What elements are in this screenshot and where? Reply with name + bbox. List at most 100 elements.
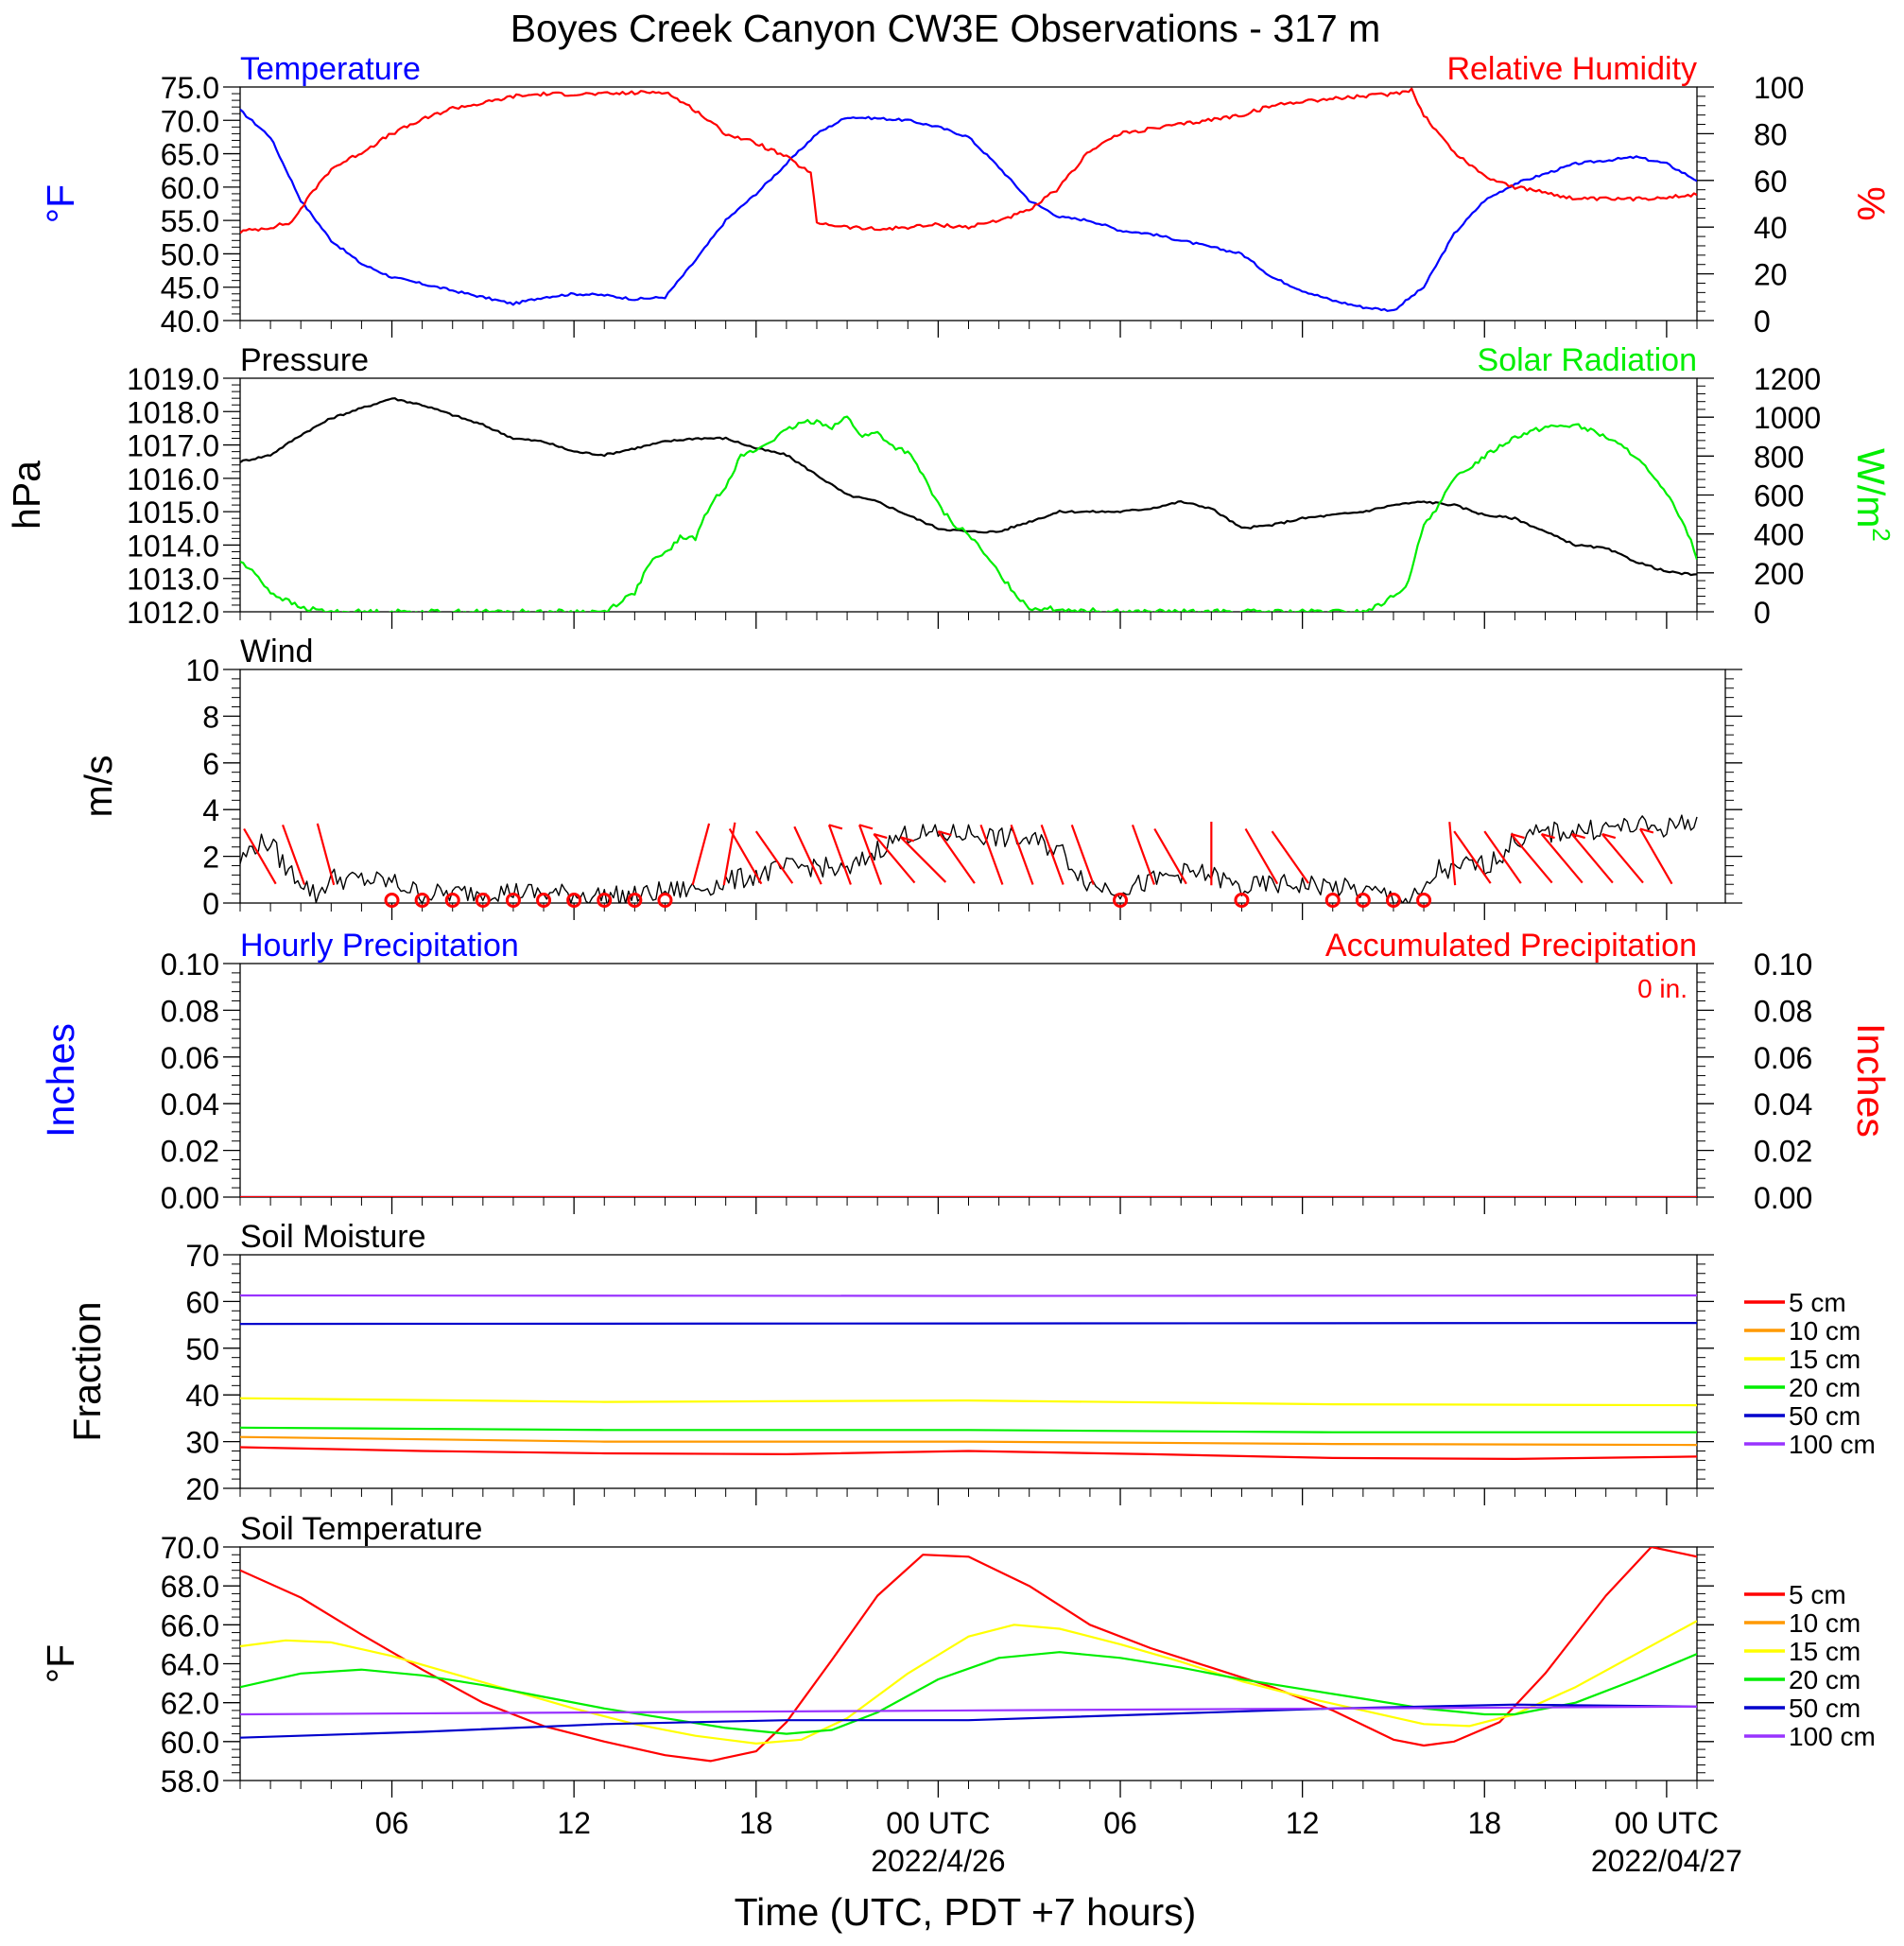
series-line-50-cm [240, 1322, 1697, 1326]
panel-title-left: Soil Temperature [240, 1511, 482, 1547]
series-line-20-cm [240, 1651, 1697, 1735]
wind-calm-marker [566, 893, 582, 908]
chart-title: Boyes Creek Canyon CW3E Observations - 3… [511, 7, 1381, 50]
y-tick-label: 62.0 [161, 1687, 219, 1721]
y-tick-label: 6 [202, 747, 219, 781]
panel-soil_moisture: 20 30 40 50 60 70 Soil Moisture Fraction 5 cm10 … [65, 1219, 1876, 1506]
wind-barb [754, 830, 794, 884]
y-axis-label-right: W/m2 [1849, 448, 1895, 542]
y-tick-label-right: 1200 [1754, 362, 1821, 396]
wind-barb [1131, 825, 1155, 885]
series-line-20-cm [240, 1426, 1697, 1433]
wind-barb [1244, 827, 1279, 885]
wind-calm-marker [627, 893, 643, 908]
panel-frame [239, 669, 1726, 904]
y-axis-label-left: °F [39, 1644, 82, 1683]
y-tick-label: 1019.0 [127, 362, 219, 396]
panel-frame [239, 377, 1698, 613]
x-tick-label: 18 [739, 1806, 773, 1840]
panel-title-left: Hourly Precipitation [240, 928, 519, 964]
series-group [240, 1547, 1697, 1763]
legend-label: 15 cm [1789, 1637, 1861, 1666]
wind-calm-marker [1385, 893, 1401, 908]
y-tick-label: 1016.0 [127, 462, 219, 496]
y-tick-label: 2 [202, 841, 219, 875]
panel-title-right: Solar Radiation [1478, 342, 1697, 378]
y-tick-label: 10 [185, 653, 219, 687]
panel-frame [239, 1254, 1698, 1489]
accumulation-annotation: 0 in. [1637, 974, 1688, 1003]
y-tick-label-right: 0.06 [1754, 1041, 1812, 1075]
y-tick-label: 55.0 [161, 204, 219, 238]
y-tick-label-right: 20 [1754, 258, 1788, 292]
wind-barb [937, 830, 976, 884]
wind-barb-feather [858, 824, 874, 830]
y-tick-label: 1015.0 [127, 495, 219, 530]
y-axis-label-superscript: 2 [1867, 528, 1895, 541]
y-tick-label: 64.0 [161, 1648, 219, 1682]
wind-calm-marker [1416, 893, 1432, 908]
panel-wind: 0 2 4 6 8 10 Wind m/s [77, 634, 1742, 921]
wind-barb [793, 825, 822, 885]
x-tick-label: 12 [1286, 1806, 1320, 1840]
series-line-50-cm [240, 1703, 1697, 1739]
wind-barb [1153, 827, 1187, 885]
y-tick-label: 1018.0 [127, 395, 219, 429]
y-tick-label: 65.0 [161, 138, 219, 172]
legend-label: 10 cm [1789, 1316, 1861, 1346]
wind-barb [827, 825, 852, 885]
legend-label: 50 cm [1789, 1694, 1861, 1723]
wind-calm-marker [414, 893, 430, 908]
wind-calm-marker [597, 893, 613, 908]
wind-barb-feather [1541, 833, 1555, 840]
wind-barb [858, 825, 883, 885]
panel-temp_rh: 40.045.050.055.060.065.070.075.0 0 20 40 60 8… [39, 51, 1893, 339]
x-tick-label: 06 [375, 1806, 409, 1840]
panel-title-right: Accumulated Precipitation [1325, 928, 1697, 964]
y-tick-label: 1014.0 [127, 529, 219, 563]
panel-soil_temp: 58.0 60.0 62.0 64.0 66.0 68.0 70.0 Soil Tempera… [39, 1511, 1876, 1878]
y-axis-label-left: hPa [5, 460, 48, 530]
wind-calm-marker [475, 893, 491, 908]
wind-calm-marker [657, 893, 673, 908]
wind-barb [1638, 827, 1673, 885]
y-tick-label-right: 800 [1754, 440, 1804, 474]
wind-barb-feather [1601, 833, 1617, 840]
wind-barb-feather [1571, 833, 1585, 840]
wind-barb [1570, 833, 1614, 884]
legend-label: 100 cm [1789, 1722, 1876, 1751]
y-axis-label-left: m/s [77, 755, 120, 817]
y-tick-label: 0.04 [161, 1087, 219, 1121]
legend-label: 15 cm [1789, 1345, 1861, 1374]
series-line-10-cm [240, 1435, 1697, 1447]
panel-title-left: Wind [240, 634, 313, 669]
legend-label: 20 cm [1789, 1373, 1861, 1402]
wind-barb [243, 827, 277, 885]
y-tick-label: 4 [202, 793, 219, 827]
wind-barb-feather [873, 833, 888, 840]
wind-barb-feather [900, 836, 915, 843]
x-date-label: 2022/4/26 [871, 1844, 1005, 1878]
legend-label: 10 cm [1789, 1608, 1861, 1638]
panel-title-left: Soil Moisture [240, 1219, 426, 1255]
x-tick-label: 00 UTC [1615, 1806, 1719, 1840]
panel-frame [239, 86, 1698, 321]
y-axis-label-right: Inches [1849, 1023, 1893, 1138]
y-axis-label-right: % [1849, 186, 1893, 220]
legend-label: 50 cm [1789, 1401, 1861, 1431]
wind-barb [1510, 833, 1553, 884]
y-tick-label: 40.0 [161, 304, 219, 339]
y-tick-label-right: 40 [1754, 211, 1788, 245]
y-tick-label-right: 0 [1754, 304, 1771, 339]
y-tick-label: 70 [185, 1239, 219, 1273]
wind-barb [316, 823, 336, 886]
series-line-relative-humidity [240, 87, 1697, 235]
y-tick-label: 60.0 [161, 171, 219, 205]
series-group [240, 397, 1697, 612]
series-line-15-cm [240, 1397, 1697, 1407]
wind-barb [728, 827, 763, 885]
y-tick-label: 45.0 [161, 271, 219, 305]
wind-barb-feather [938, 830, 952, 837]
y-tick-label: 60 [185, 1285, 219, 1319]
